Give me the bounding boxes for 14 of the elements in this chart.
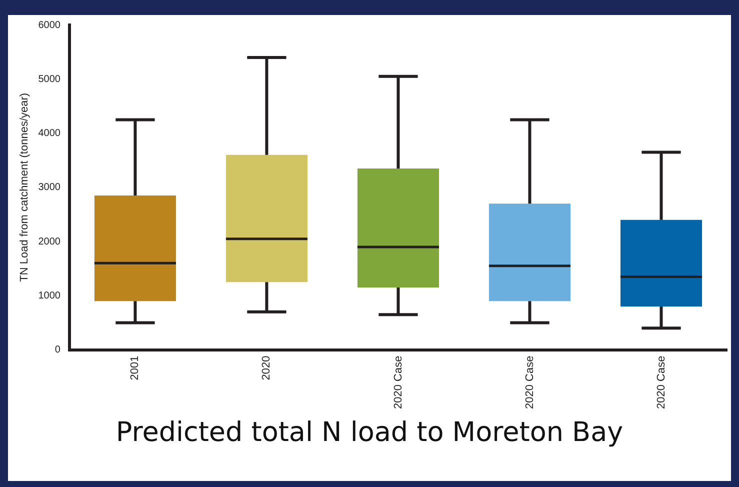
y-tick-label: 6000 — [38, 20, 61, 31]
y-tick-label: 1000 — [38, 290, 61, 302]
x-tick-label: 2001 — [129, 356, 142, 380]
y-tick-label: 3000 — [38, 182, 61, 194]
y-tick-label: 5000 — [38, 74, 61, 85]
x-tick-label: 2020 Case — [392, 356, 404, 410]
y-axis-title: TN Load from catchment (tonnes/year) — [18, 92, 31, 282]
x-tick-label: 2020 — [260, 356, 273, 380]
y-tick-label: 2000 — [38, 236, 61, 248]
y-tick-label: 4000 — [38, 128, 61, 140]
y-tick-label: 0 — [54, 344, 61, 356]
text: Predicted total N load to Moreton Bay — [114, 417, 624, 448]
x-tick-label: 2020 Case — [524, 356, 536, 410]
x-tick-label: 2020 Case — [655, 356, 668, 410]
